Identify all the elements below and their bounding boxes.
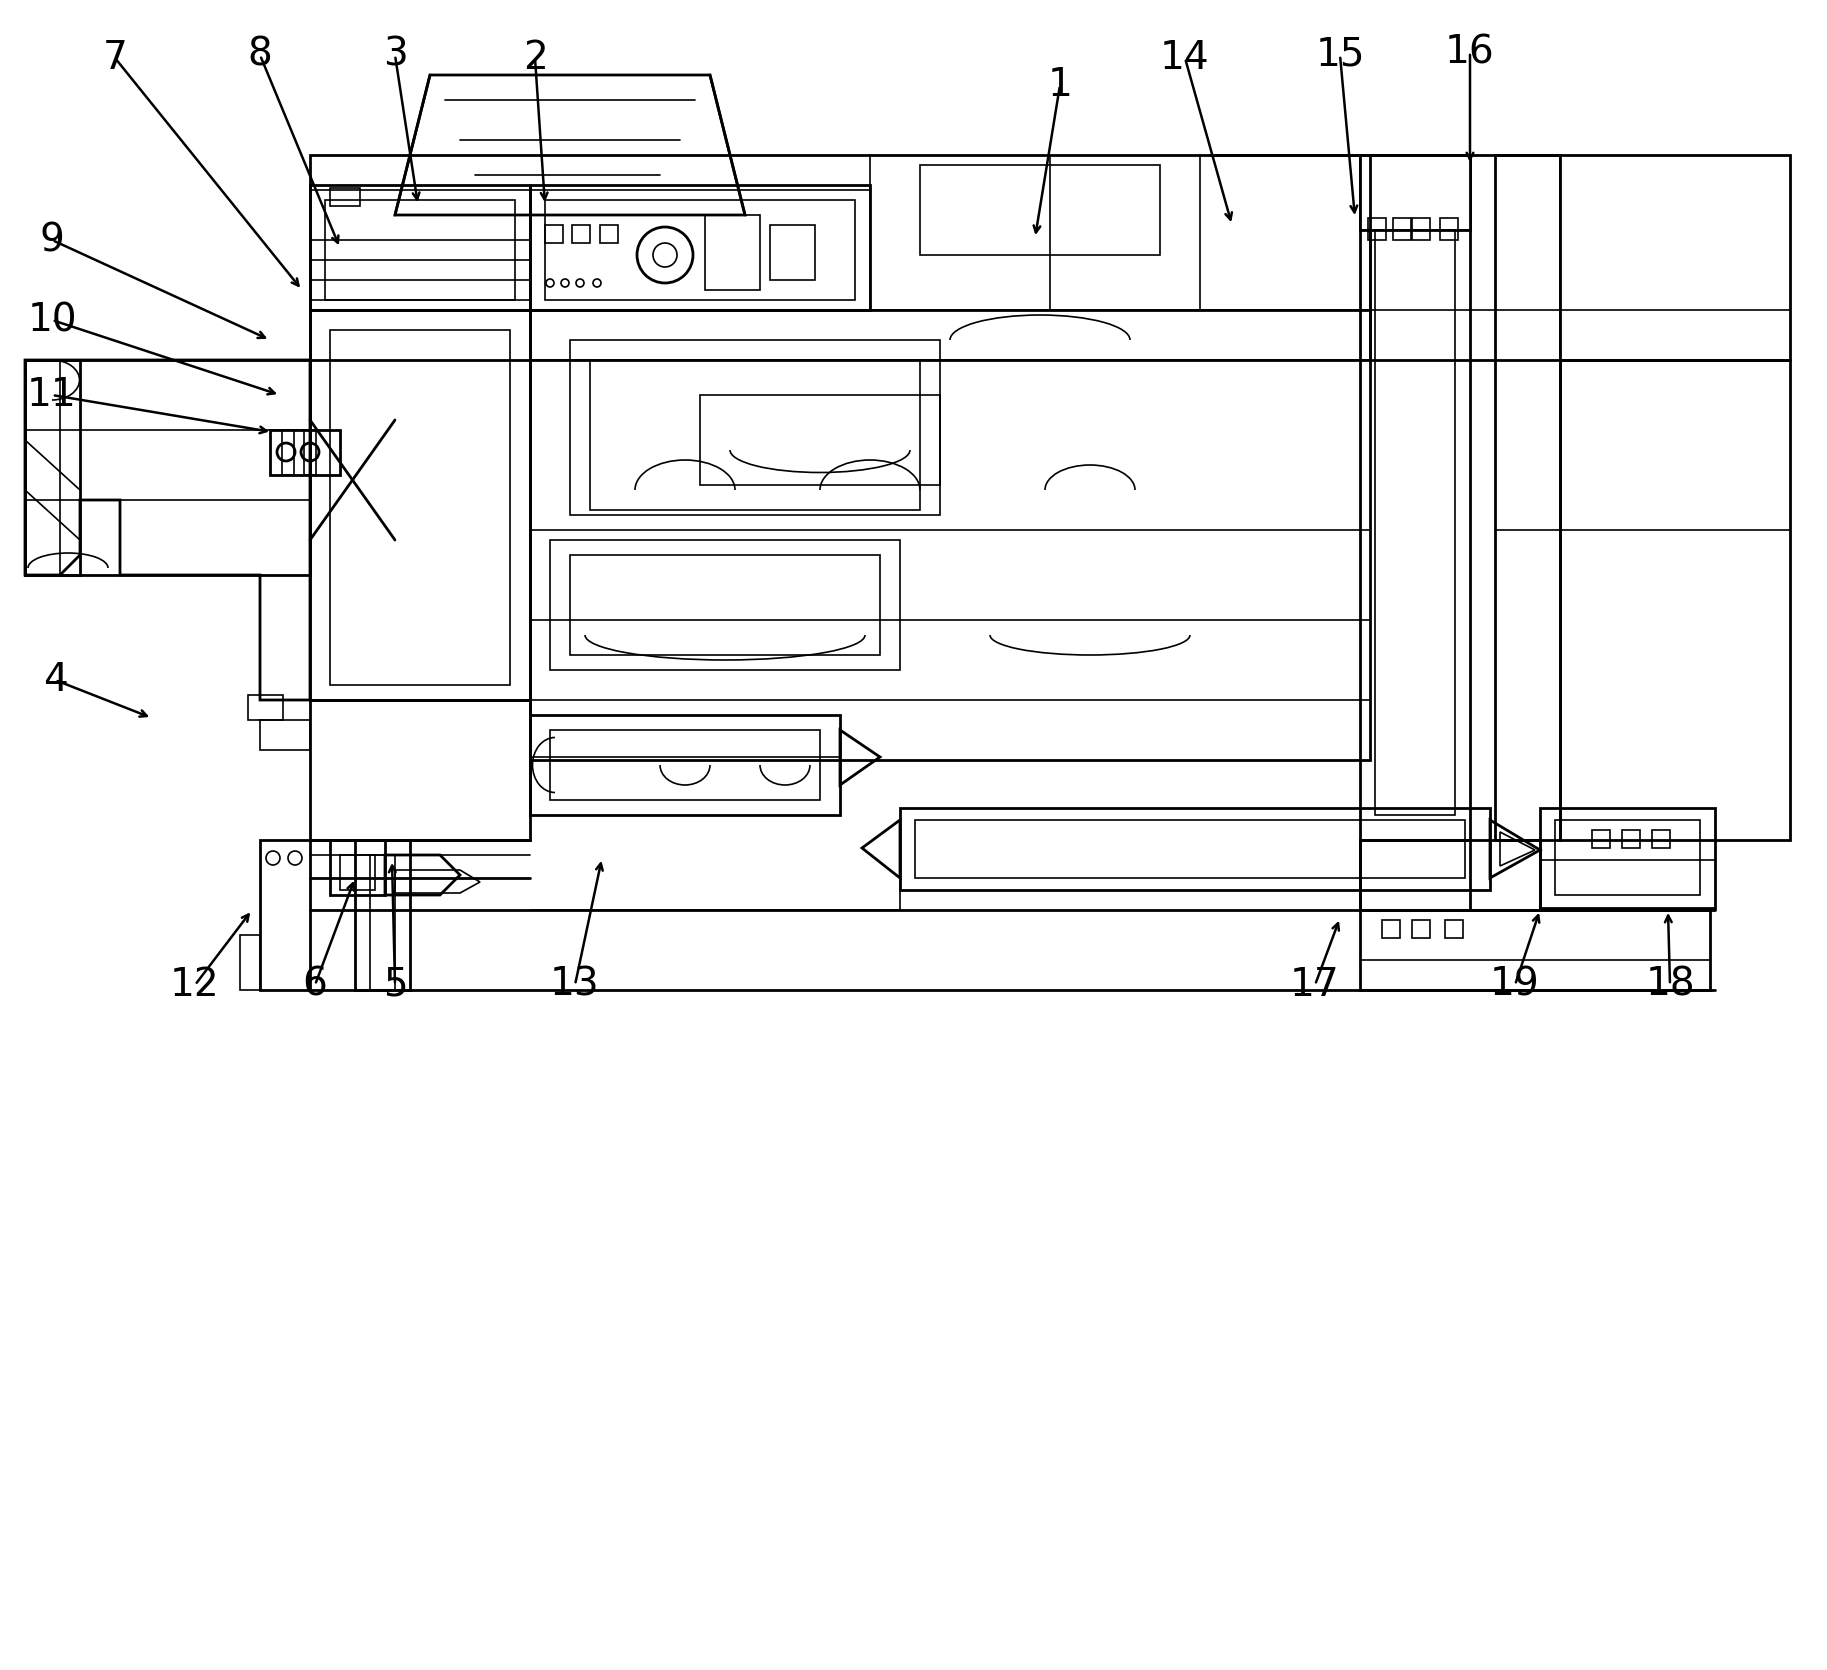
Text: 15: 15 (1315, 37, 1365, 73)
Bar (248, 695, 283, 720)
Text: 18: 18 (1644, 965, 1695, 1004)
Bar (769, 225, 815, 281)
Bar (1622, 830, 1641, 848)
Text: 8: 8 (248, 37, 272, 73)
Text: 11: 11 (27, 376, 77, 414)
Bar (1412, 920, 1431, 939)
Bar (1540, 808, 1716, 908)
Bar (1652, 830, 1670, 848)
Text: 7: 7 (102, 38, 128, 77)
Bar (259, 720, 311, 750)
Bar (1368, 219, 1387, 240)
Bar (590, 361, 921, 509)
Bar (331, 189, 360, 205)
Text: 3: 3 (382, 37, 407, 73)
Bar (550, 730, 820, 800)
Bar (303, 429, 316, 474)
Bar (281, 429, 294, 474)
Text: 9: 9 (40, 220, 64, 259)
Bar (544, 200, 855, 301)
Bar (311, 700, 530, 840)
Bar (1359, 840, 1540, 910)
Bar (311, 185, 530, 311)
Bar (705, 215, 760, 291)
Text: 5: 5 (382, 965, 407, 1004)
Text: 2: 2 (523, 38, 548, 77)
Bar (311, 155, 1370, 361)
Bar (26, 361, 311, 574)
Bar (544, 225, 563, 244)
Bar (1392, 219, 1410, 240)
Text: 4: 4 (42, 661, 68, 700)
Bar (1381, 920, 1399, 939)
Bar (239, 935, 259, 990)
Text: 1: 1 (1047, 67, 1072, 104)
Bar (901, 808, 1491, 890)
Bar (1494, 155, 1560, 840)
Text: 6: 6 (303, 965, 327, 1004)
Text: 13: 13 (550, 965, 599, 1004)
Bar (259, 840, 311, 990)
Bar (921, 165, 1160, 256)
Bar (331, 331, 510, 685)
Bar (1359, 155, 1471, 230)
Text: 14: 14 (1160, 38, 1209, 77)
Bar (915, 820, 1465, 878)
Bar (270, 429, 340, 474)
Text: 16: 16 (1445, 33, 1494, 72)
Bar (1560, 361, 1790, 840)
Bar (530, 185, 870, 311)
Bar (530, 715, 840, 815)
Bar (325, 200, 515, 301)
Bar (1370, 155, 1790, 361)
Bar (599, 225, 618, 244)
Bar (530, 311, 1370, 760)
Text: 10: 10 (27, 301, 77, 339)
Text: 17: 17 (1290, 965, 1339, 1004)
Bar (371, 855, 395, 990)
Bar (570, 554, 881, 655)
Bar (331, 840, 385, 895)
Bar (1376, 175, 1454, 815)
Bar (311, 311, 530, 700)
Bar (570, 341, 941, 514)
Bar (1412, 219, 1431, 240)
Text: 19: 19 (1491, 965, 1540, 1004)
Bar (1359, 910, 1710, 990)
Text: 12: 12 (170, 965, 219, 1004)
Bar (700, 396, 941, 484)
Bar (354, 840, 409, 990)
Bar (1555, 820, 1699, 895)
Bar (572, 225, 590, 244)
Bar (1359, 155, 1471, 840)
Bar (340, 855, 375, 890)
Bar (550, 539, 901, 670)
Bar (1591, 830, 1610, 848)
Bar (1440, 219, 1458, 240)
Bar (1445, 920, 1463, 939)
